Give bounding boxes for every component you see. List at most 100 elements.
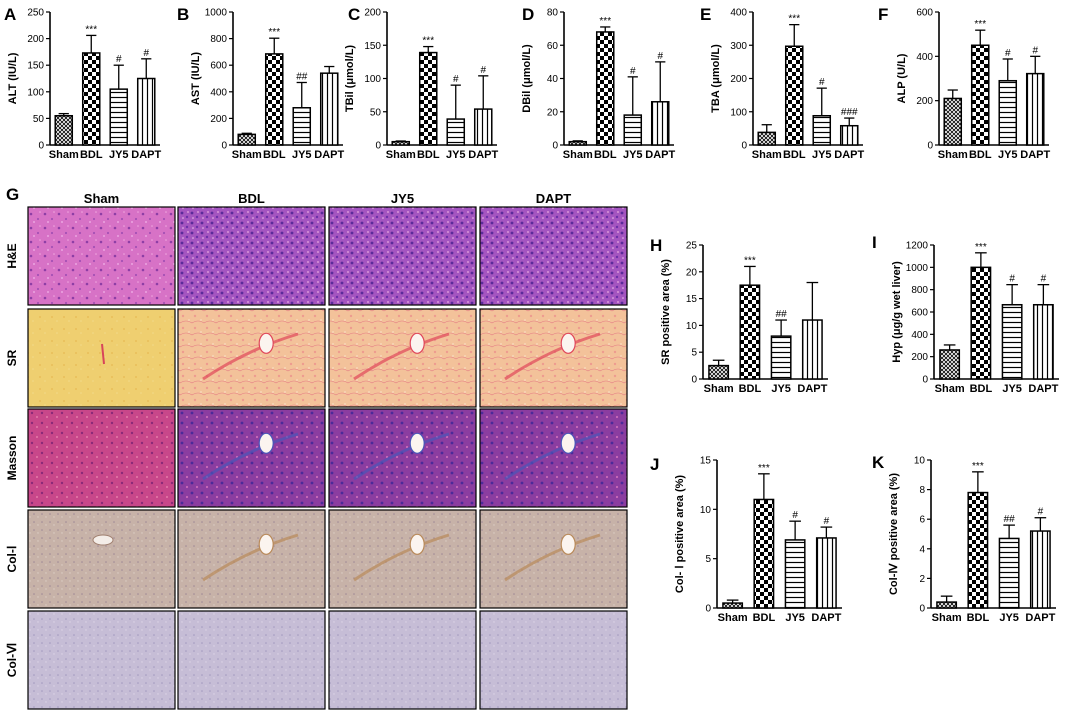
significance-label: *** [422,36,434,47]
column-header: DAPT [536,191,571,206]
y-tick-label: 400 [916,52,933,63]
y-tick-label: 10 [914,456,926,467]
chart-K: K 0 2 4 6 8 10 Col-Ⅳ positive area (%) Sham *** BD… [872,453,1056,624]
y-tick-label: 800 [911,285,928,296]
bar-bdl [784,45,804,146]
y-axis-label: DBil (μmol/L) [521,44,533,113]
panel-label: H [650,236,662,255]
x-tick-label: JY5 [785,612,805,624]
bar-jy5 [770,335,792,380]
significance-label: # [824,516,830,527]
significance-label: ## [776,309,788,320]
chart-H: H 0 5 10 15 20 25 SR positive area (%) Sham *** BD… [650,236,828,395]
column-header: BDL [238,191,265,206]
significance-label: # [1038,507,1044,518]
panel-label: B [177,5,189,24]
chart-C: C 0 50 100 150 200 TBil (μmol/L) Sham *** BDL # JY5… [344,5,498,161]
y-tick-label: 0 [691,375,697,386]
x-tick-label: BDL [970,383,993,395]
bar-dapt [1029,530,1051,609]
x-tick-label: JY5 [771,383,791,395]
significance-label: ## [296,71,308,82]
y-tick-label: 200 [364,8,381,19]
x-tick-label: BDL [80,149,103,161]
significance-label: # [453,74,459,85]
micrograph-masson-bdl [177,408,326,508]
x-tick-label: DAPT [1020,149,1050,161]
bar-jy5 [292,107,312,146]
y-tick-label: 100 [27,87,44,98]
bar-jy5 [784,539,806,609]
significance-label: # [116,54,122,65]
bar-bdl [753,498,775,609]
panel-label: F [878,5,888,24]
significance-label: *** [85,24,97,35]
bar-sham [939,349,961,380]
bar-sham [708,364,730,380]
x-tick-label: Sham [704,383,734,395]
y-tick-label: 200 [730,74,747,85]
bar-dapt [473,108,493,146]
chart-F: F 0 200 400 600 ALP (U/L) Sham *** BDL # JY5 # DAPT [878,5,1050,161]
significance-label: *** [972,461,984,472]
panel-label: G [6,185,19,204]
y-tick-label: 800 [210,34,227,45]
x-tick-label: BDL [263,149,286,161]
micrograph-col1-sham [27,509,176,609]
micrograph-masson-sham [27,408,176,508]
y-tick-label: 5 [705,554,711,565]
row-header: SR [5,349,19,366]
row-header: Masson [5,436,19,481]
micrograph-col1-jy5 [328,509,477,609]
y-tick-label: 200 [916,96,933,107]
x-tick-label: Sham [386,149,416,161]
significance-label: *** [788,14,800,25]
bar-bdl [739,284,761,380]
y-tick-label: 10 [686,321,698,332]
y-tick-label: 0 [375,141,381,152]
y-tick-label: 600 [916,8,933,19]
y-axis-label: AST (IU/L) [190,52,202,105]
bar-sham [391,140,411,146]
micrograph-he-bdl [177,206,326,306]
micrograph-he-sham [27,206,176,306]
significance-label: *** [268,27,280,38]
x-tick-label: DAPT [1028,383,1058,395]
y-tick-label: 80 [547,8,559,19]
bar-jy5 [1001,303,1023,380]
y-tick-label: 15 [686,294,698,305]
x-tick-label: JY5 [999,612,1019,624]
significance-label: # [1009,274,1015,285]
bar-sham [936,601,958,609]
y-axis-label: Col-Ⅳ positive area (%) [888,473,900,595]
y-axis-label: TBil (μmol/L) [344,45,356,113]
x-tick-label: JY5 [623,149,643,161]
y-tick-label: 20 [547,107,559,118]
x-tick-label: JY5 [446,149,466,161]
x-tick-label: DAPT [1025,612,1055,624]
significance-label: # [819,77,825,88]
bar-jy5 [998,79,1018,146]
x-tick-label: Sham [935,383,965,395]
panel-label: D [522,5,534,24]
micrograph-sr-bdl [177,308,326,408]
y-tick-label: 250 [27,8,44,19]
x-tick-label: Sham [718,612,748,624]
bar-sham [943,97,963,146]
y-axis-label: TBA (μmol/L) [710,44,722,113]
x-tick-label: DAPT [131,149,161,161]
histology-panel: G Sham BDL JY5 DAPT H&E SR Masson Col-Ⅰ Col-Ⅵ [5,185,628,710]
bar-dapt [1025,72,1045,146]
x-tick-label: JY5 [1002,383,1022,395]
x-tick-label: DAPT [314,149,344,161]
bar-dapt [815,537,837,609]
bar-sham [568,140,588,146]
row-header: Col-Ⅵ [5,643,19,677]
y-tick-label: 1000 [205,8,228,19]
bar-dapt [801,319,823,380]
bar-sham [54,114,74,146]
x-tick-label: JY5 [998,149,1018,161]
column-header: Sham [84,191,119,206]
x-tick-label: Sham [932,612,962,624]
micrograph-masson-jy5 [328,408,477,508]
